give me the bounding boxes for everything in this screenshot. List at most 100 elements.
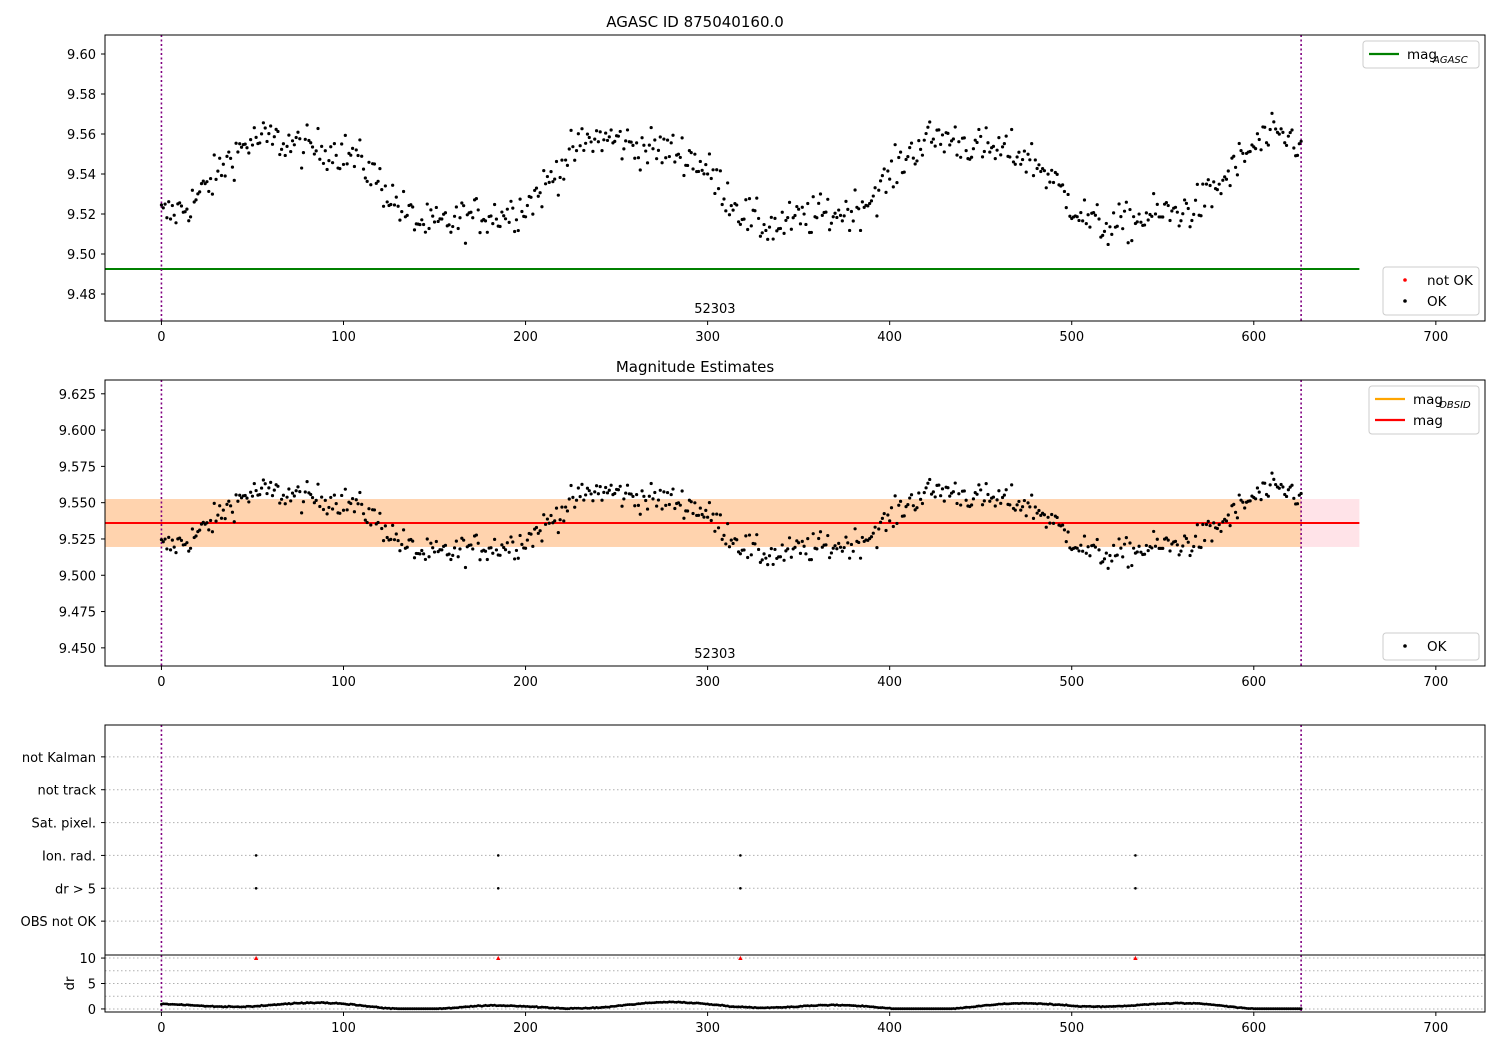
data-point [1183,198,1187,202]
data-point [312,501,316,505]
data-point [607,488,611,492]
data-point [773,547,777,552]
data-point [902,514,906,518]
data-point [882,511,886,516]
y-axis-label: dr [63,976,78,990]
data-point [744,198,748,202]
data-point [667,154,671,159]
data-point [609,128,613,132]
data-point [635,141,639,145]
data-point [232,520,236,524]
data-point [1168,218,1172,223]
data-point [593,137,597,141]
data-point [1048,180,1052,184]
data-point [948,143,952,147]
data-point [831,215,835,219]
data-point [979,488,983,492]
data-point [1128,207,1132,212]
data-point [955,501,959,506]
x-tick-label: 0 [157,330,165,345]
data-point [558,175,562,180]
data-point [538,191,542,195]
data-point [219,173,224,178]
x-tick-label: 500 [1059,330,1084,345]
data-point [440,548,444,552]
data-point [1170,209,1174,213]
data-point [502,545,506,550]
data-point [1292,496,1296,500]
legend-label-subscript: OBSID [1439,400,1471,411]
data-point [622,497,626,501]
data-point [163,202,167,206]
data-point [671,487,675,491]
data-point [1126,241,1130,245]
data-point [1030,493,1034,497]
data-point [427,555,431,559]
data-point [474,533,478,537]
data-point [948,494,952,498]
data-point [159,203,164,207]
data-point [625,483,630,487]
data-point [838,545,843,549]
data-point [1135,550,1139,554]
data-point [270,494,275,498]
data-point [911,156,915,160]
data-point [835,215,839,220]
data-point [247,151,251,155]
data-point [826,197,830,201]
data-point [201,179,205,183]
data-point [545,517,550,521]
data-point [693,501,697,505]
data-point [991,144,996,148]
data-point [804,222,808,227]
data-point [321,161,326,166]
data-point [208,176,213,181]
data-point [234,141,238,145]
data-point [749,224,753,228]
data-point [338,511,342,515]
data-point [1237,141,1241,146]
data-point [1173,205,1178,209]
data-point [800,205,804,209]
data-point [314,498,318,502]
data-point [926,481,930,485]
data-point [1130,239,1134,243]
data-point [580,482,584,486]
category-label-4: not track [37,784,96,799]
data-point [1093,213,1097,217]
data-point [1266,494,1270,498]
data-point [1161,546,1165,551]
data-point [1062,189,1067,194]
data-point [272,488,276,492]
data-point [1055,515,1059,520]
data-point [1132,546,1136,550]
data-point [1082,534,1087,538]
data-point [252,481,256,486]
data-point [350,146,355,150]
data-point [999,501,1003,505]
data-point [1279,127,1283,131]
data-point [655,504,659,508]
data-point [514,548,519,553]
data-point [316,482,320,486]
data-point [234,493,238,497]
data-point [165,216,169,220]
series-dr [160,1000,1303,1011]
flag-marker [496,955,501,961]
data-point [1064,206,1068,210]
plot-area [105,955,1485,1012]
data-point [259,486,264,490]
data-point [682,516,686,520]
data-point [198,528,202,532]
data-point [564,505,568,509]
data-point [1286,488,1290,492]
data-point [931,490,935,494]
data-point [1188,553,1192,558]
data-point [771,562,775,567]
data-point [707,152,712,156]
data-point [576,132,580,136]
data-point [920,501,925,506]
data-point [1010,127,1014,132]
data-point [904,157,908,162]
data-point [840,219,844,223]
